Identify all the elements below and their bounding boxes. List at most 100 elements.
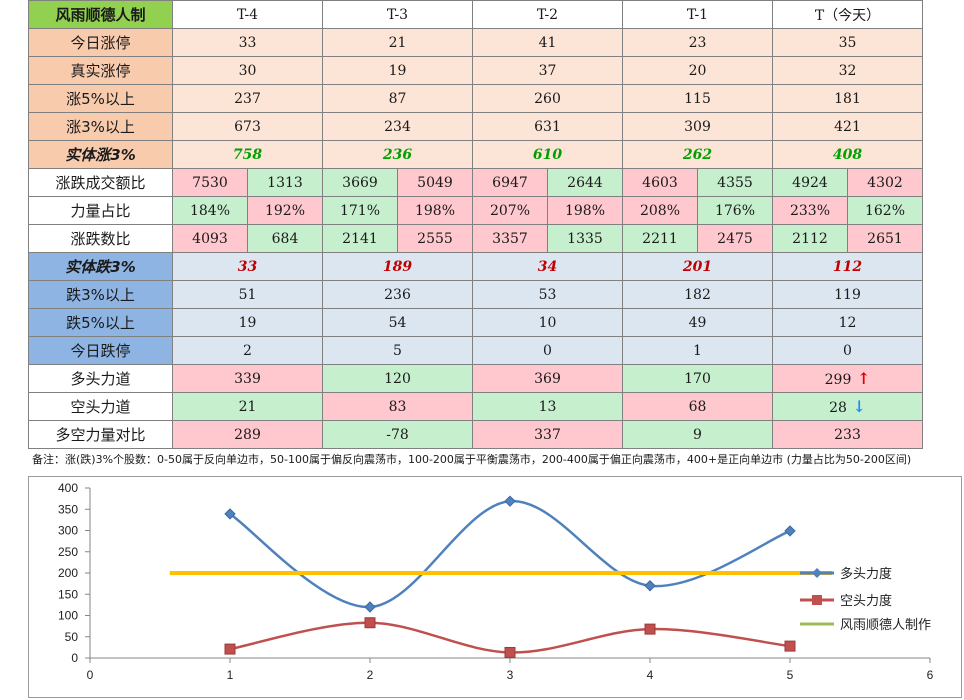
column-header-5: T（今天） xyxy=(772,0,923,29)
row-label: 跌5%以上 xyxy=(28,308,173,337)
y-tick-label: 100 xyxy=(58,609,78,623)
market-stats-table: 风雨顺德人制 T-4 T-3 T-2 T-1 T（今天） 今日涨停 33 21 41 23 35 真实涨… xyxy=(28,0,923,449)
value-cell: 369 xyxy=(472,364,623,393)
split-cell: 192% xyxy=(247,196,323,225)
y-tick-label: 200 xyxy=(58,566,78,580)
cell-value: 19 xyxy=(388,62,407,79)
cell-value: 21 xyxy=(238,398,257,415)
value-cell: 53 xyxy=(472,280,623,309)
value-cell: 339 xyxy=(172,364,323,393)
split-cell: 4093 xyxy=(172,224,248,253)
cell-value: 54 xyxy=(388,314,407,331)
value-cell: 87 xyxy=(322,84,473,113)
y-tick-label: 350 xyxy=(58,502,78,516)
split-cell: 233% xyxy=(772,196,848,225)
y-tick-label: 150 xyxy=(58,587,78,601)
cell-value: 0 xyxy=(843,342,852,359)
value-cell: 32 xyxy=(772,56,923,85)
legend-marker xyxy=(812,568,822,578)
split-cell: 4355 xyxy=(697,168,773,197)
value-cell: 9 xyxy=(622,420,773,449)
table-row: 真实涨停 30 19 37 20 32 xyxy=(28,56,923,85)
cell-value: 34 xyxy=(537,258,558,275)
cell-value: 5 xyxy=(393,342,402,359)
row-label: 今日跌停 xyxy=(28,336,173,365)
cell-value: 236 xyxy=(382,146,413,163)
cell-value: 37 xyxy=(538,62,557,79)
split-cell: 1313 xyxy=(247,168,323,197)
cell-value: 41 xyxy=(538,34,557,51)
value-cell: 181 xyxy=(772,84,923,113)
split-cell: 4302 xyxy=(847,168,923,197)
cell-value: 13 xyxy=(538,398,557,415)
table-row: 涨跌成交额比 7530 1313 3669 5049 6947 2644 4603 4355 49… xyxy=(28,168,923,197)
cell-value: 631 xyxy=(534,118,561,135)
legend-marker xyxy=(812,595,822,605)
cell-value: 9 xyxy=(693,426,702,443)
row-label: 真实涨停 xyxy=(28,56,173,85)
value-cell: 49 xyxy=(622,308,773,337)
split-cell: 5049 xyxy=(397,168,473,197)
cell-value: 68 xyxy=(688,398,707,415)
value-cell: 260 xyxy=(472,84,623,113)
table-row: 空头力道 21 83 13 68 28 ↓ xyxy=(28,392,923,421)
cell-value: 30 xyxy=(238,62,257,79)
cell-value: 233 xyxy=(834,426,861,443)
cell-value: 21 xyxy=(388,34,407,51)
row-label: 涨5%以上 xyxy=(28,84,173,113)
cell-value: 120 xyxy=(384,370,411,387)
value-cell: 83 xyxy=(322,392,473,421)
cell-value: 32 xyxy=(838,62,857,79)
table-row: 实体涨3% 758 236 610 262 408 xyxy=(28,140,923,169)
cell-value: 115 xyxy=(684,90,711,107)
cell-value: 51 xyxy=(238,286,257,303)
value-cell: 120 xyxy=(322,364,473,393)
cell-value: 234 xyxy=(384,118,411,135)
value-cell: 631 xyxy=(472,112,623,141)
value-cell: 19 xyxy=(172,308,323,337)
value-cell: 21 xyxy=(172,392,323,421)
bear-point xyxy=(644,623,656,635)
cell-value: 299 xyxy=(824,372,852,388)
value-cell: 115 xyxy=(622,84,773,113)
value-cell: 237 xyxy=(172,84,323,113)
value-cell: 289 xyxy=(172,420,323,449)
row-label: 空头力道 xyxy=(28,392,173,421)
cell-value: 369 xyxy=(534,370,561,387)
value-cell: 182 xyxy=(622,280,773,309)
value-cell: 236 xyxy=(322,140,473,169)
cell-value: 170 xyxy=(684,370,711,387)
bear-point xyxy=(364,617,376,629)
cell-value: 2 xyxy=(243,342,252,359)
value-cell: 236 xyxy=(322,280,473,309)
cell-value: 33 xyxy=(238,34,257,51)
x-tick-label: 4 xyxy=(647,668,654,682)
row-label: 实体跌3% xyxy=(28,252,173,281)
cell-value: 33 xyxy=(237,258,258,275)
cell-value: 119 xyxy=(834,286,861,303)
table-title: 风雨顺德人制 xyxy=(28,0,173,29)
table-row: 涨跌数比 4093 684 2141 2555 3357 1335 2211 2475 2112 2… xyxy=(28,224,923,253)
chart-frame xyxy=(28,476,962,698)
bull-point xyxy=(644,580,656,592)
row-label: 力量占比 xyxy=(28,196,173,225)
split-cell: 2112 xyxy=(772,224,848,253)
split-cell: 198% xyxy=(547,196,623,225)
table-row: 力量占比 184% 192% 171% 198% 207% 198% 208% 176% 233%… xyxy=(28,196,923,225)
cell-value: 421 xyxy=(834,118,861,135)
value-cell: 41 xyxy=(472,28,623,57)
value-cell: 758 xyxy=(172,140,323,169)
value-cell: 189 xyxy=(322,252,473,281)
value-cell: 23 xyxy=(622,28,773,57)
x-tick-label: 2 xyxy=(367,668,374,682)
x-tick-label: 6 xyxy=(927,668,934,682)
split-cell: 2651 xyxy=(847,224,923,253)
cell-value: 289 xyxy=(234,426,261,443)
split-cell: 3357 xyxy=(472,224,548,253)
table-row: 跌3%以上 51 236 53 182 119 xyxy=(28,280,923,309)
value-cell: 0 xyxy=(772,336,923,365)
cell-value: 758 xyxy=(232,146,263,163)
y-tick-label: 300 xyxy=(58,524,78,538)
value-cell: 21 xyxy=(322,28,473,57)
cell-value: 49 xyxy=(688,314,707,331)
